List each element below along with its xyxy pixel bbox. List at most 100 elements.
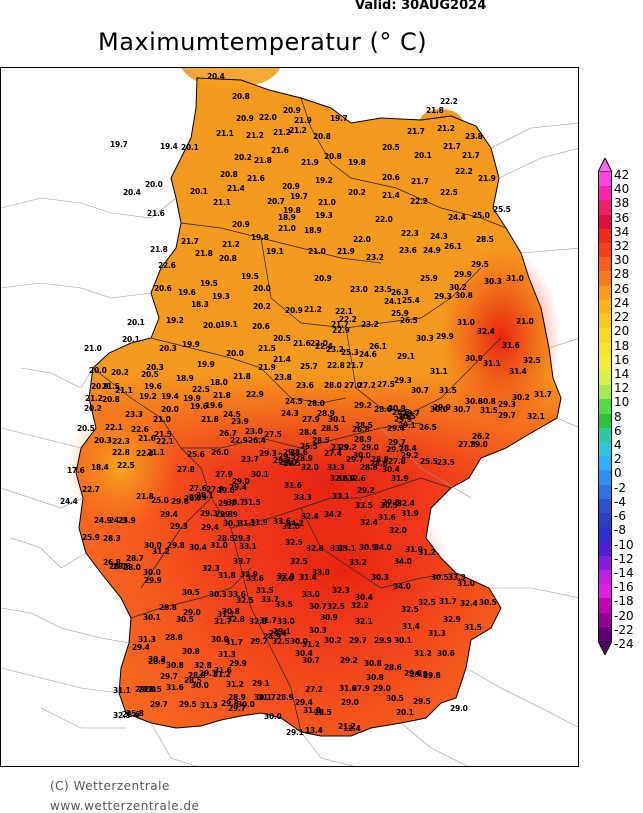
- station-temp-label: 22.6: [131, 425, 149, 434]
- station-temp-label: 21.7: [443, 142, 461, 151]
- station-temp-label: 32.9: [443, 615, 461, 624]
- map-shading: [1, 68, 578, 766]
- station-temp-label: 21.0: [308, 247, 326, 256]
- station-temp-label: 30.0: [144, 541, 162, 550]
- station-temp-label: 29.1: [273, 627, 291, 636]
- scale-tick-label: 12: [614, 381, 630, 396]
- station-temp-label: 32.4: [477, 327, 495, 336]
- station-temp-label: 29.0: [183, 608, 201, 617]
- scale-color-step: [598, 314, 612, 329]
- station-temp-label: 17.6: [67, 466, 85, 475]
- station-temp-label: 34.2: [324, 510, 342, 519]
- station-temp-label: 29.7: [150, 700, 168, 709]
- map-title: Maximumtemperatur (° C): [98, 28, 428, 56]
- station-temp-label: 33.6: [228, 590, 246, 599]
- station-temp-label: 23.9: [118, 516, 136, 525]
- station-temp-label: 22.2: [339, 315, 357, 324]
- station-temp-label: 28.9: [263, 632, 281, 641]
- station-temp-label: 21.1: [213, 198, 231, 207]
- station-temp-label: 32.4: [301, 512, 319, 521]
- scale-tick-label: 18: [614, 338, 630, 353]
- station-temp-label: 20.8: [313, 132, 331, 141]
- station-temp-label: 24.5: [223, 410, 241, 419]
- station-temp-label: 32.5: [418, 598, 436, 607]
- temperature-map[interactable]: 20.4 22.2 21.8 20.8 20.9 20.9 22.0 21.9 19.7 21.2…: [0, 67, 579, 767]
- station-temp-label: 29.9: [454, 270, 472, 279]
- station-temp-label: 21.9: [478, 174, 496, 183]
- station-temp-label: 33.3: [448, 573, 466, 582]
- station-temp-label: 31.7: [258, 693, 276, 702]
- station-temp-label: 30.5: [479, 598, 497, 607]
- station-temp-label: 30.9: [465, 354, 483, 363]
- station-temp-label: 29.0: [373, 684, 391, 693]
- station-temp-label: 30.8: [366, 673, 384, 682]
- station-temp-label: 20.0: [203, 321, 221, 330]
- station-temp-label: 27.9: [206, 485, 224, 494]
- station-temp-label: 29.1: [283, 448, 301, 457]
- station-temp-label: 26.1: [369, 342, 387, 351]
- station-temp-label: 32.4: [397, 499, 415, 508]
- station-temp-label: 30.5: [398, 412, 416, 421]
- station-temp-label: 31.0: [405, 545, 423, 554]
- station-temp-label: 25.6: [187, 450, 205, 459]
- scale-tick-label: 20: [614, 324, 630, 339]
- station-temp-label: 22.4: [315, 342, 333, 351]
- station-temp-label: 28.3: [103, 534, 121, 543]
- scale-color-step: [598, 370, 612, 386]
- station-temp-label: 29.2: [401, 451, 419, 460]
- west-cool-zone: [66, 408, 176, 528]
- station-temp-label: 22.8: [327, 361, 345, 370]
- station-temp-label: 22.3: [112, 437, 130, 446]
- station-temp-label: 20.8: [220, 170, 238, 179]
- station-temp-label: 30.7: [411, 386, 429, 395]
- scale-color-step: [598, 527, 612, 542]
- station-temp-label: 33.5: [330, 544, 348, 553]
- station-temp-label: 29.5: [179, 700, 197, 709]
- station-temp-label: 29.5: [189, 493, 207, 502]
- station-temp-label: 30.5: [386, 694, 404, 703]
- station-temp-label: 28.6: [384, 663, 402, 672]
- station-temp-label: 29.5: [144, 685, 162, 694]
- station-temp-label: 33.7: [233, 557, 251, 566]
- station-temp-label: 28.4: [399, 444, 417, 453]
- station-temp-label: 21.8: [254, 156, 272, 165]
- station-temp-label: 31.1: [483, 359, 501, 368]
- station-temp-label: 31.7: [225, 638, 243, 647]
- scale-tick-label: 32: [614, 239, 630, 254]
- station-temp-label: 22.1: [105, 423, 123, 432]
- scale-tick-label: 36: [614, 210, 630, 225]
- station-temp-label: 25.7: [300, 362, 318, 371]
- station-temp-label: 20.0: [89, 366, 107, 375]
- station-temp-label: 29.1: [397, 352, 415, 361]
- station-temp-label: 21.4: [227, 184, 245, 193]
- station-temp-label: 26.5: [392, 408, 410, 417]
- scale-tick-label: 2: [614, 452, 622, 467]
- station-temp-label: 32.1: [527, 412, 545, 421]
- station-temp-label: 30.4: [382, 465, 400, 474]
- scale-color-step: [598, 598, 612, 614]
- station-temp-label: 20.9: [283, 106, 301, 115]
- scale-tick-label: -12: [614, 551, 634, 566]
- station-temp-label: 31.5: [256, 586, 274, 595]
- station-temp-label: 29.0: [361, 443, 379, 452]
- copyright-text: (C) Wetterzentrale: [50, 779, 170, 793]
- station-temp-label: 30.5: [431, 573, 449, 582]
- station-temp-label: 26.5: [419, 423, 437, 432]
- station-temp-label: 28.8: [371, 455, 389, 464]
- station-temp-label: 31.6: [166, 683, 184, 692]
- station-temp-label: 31.1: [113, 686, 131, 695]
- station-temp-label: 24.4: [60, 497, 78, 506]
- station-temp-label: 30.8: [478, 397, 496, 406]
- scale-color-step: [598, 584, 612, 599]
- station-temp-label: 30.0: [211, 635, 229, 644]
- station-temp-label: 21.7: [181, 237, 199, 246]
- station-temp-label: 23.9: [331, 443, 349, 452]
- station-temp-label: 29.7: [402, 409, 420, 418]
- station-temp-label: 20.1: [414, 151, 432, 160]
- station-temp-label: 21.2: [304, 305, 322, 314]
- station-temp-label: 31.6: [502, 341, 520, 350]
- station-temp-label: 31.9: [391, 474, 409, 483]
- station-temp-label: 21.6: [122, 710, 140, 719]
- station-temp-label: 21.6: [247, 174, 265, 183]
- scale-tick-label: 0: [614, 466, 622, 481]
